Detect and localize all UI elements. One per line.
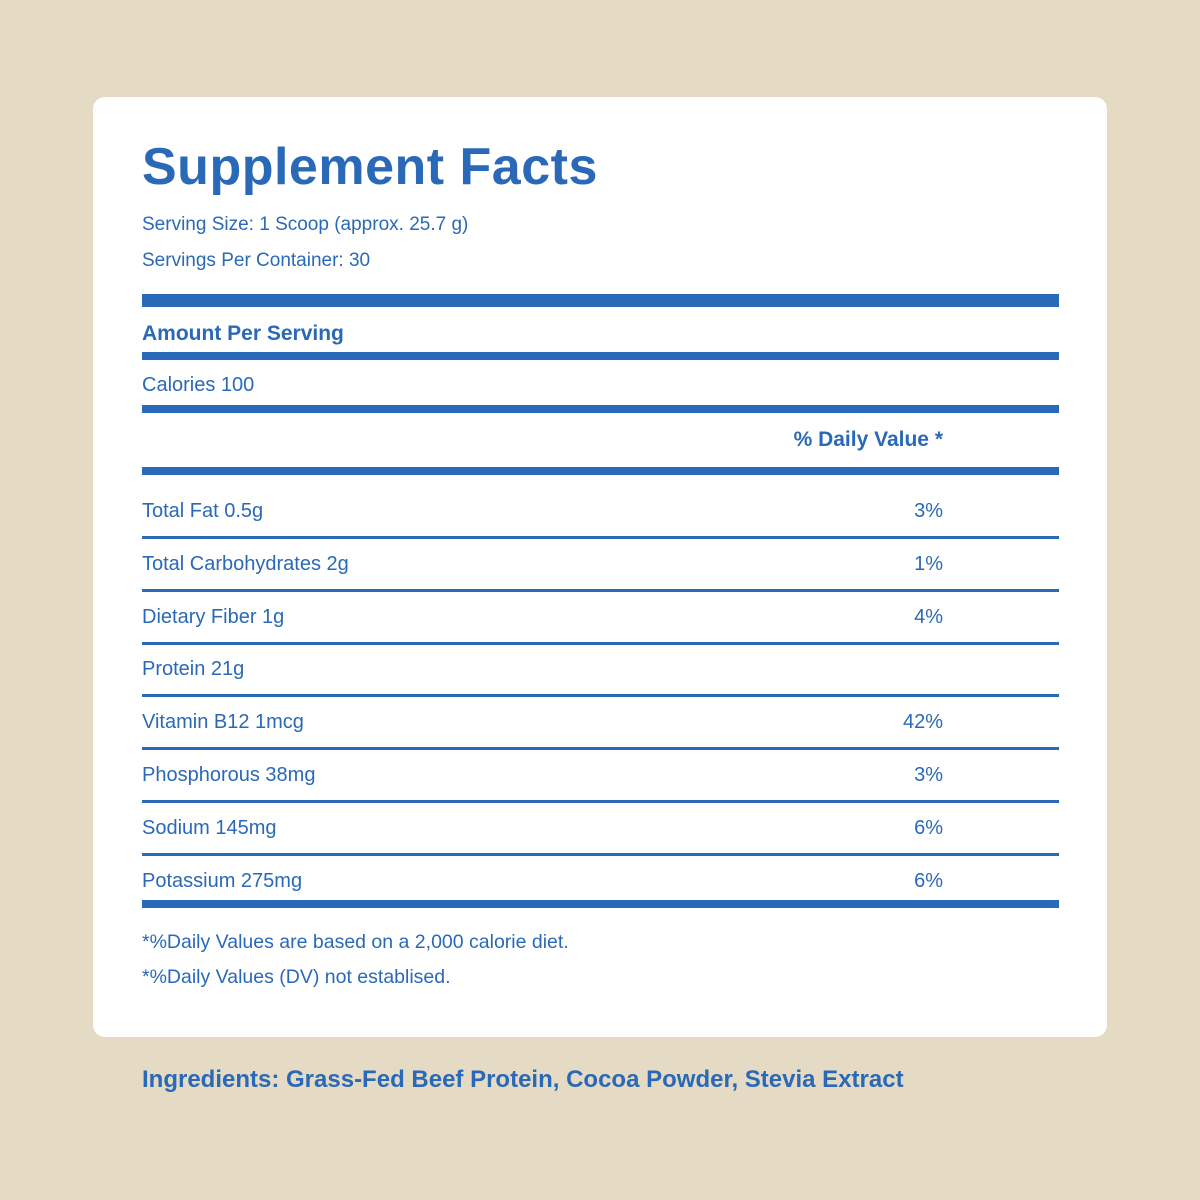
servings-per-container: Servings Per Container: 30 — [142, 250, 371, 271]
nutrient-daily-value: 3% — [914, 500, 943, 522]
row-divider — [142, 536, 1059, 539]
daily-value-header: % Daily Value * — [793, 428, 943, 451]
divider — [142, 467, 1059, 475]
row-divider — [142, 694, 1059, 697]
divider-thick — [142, 294, 1059, 307]
nutrient-daily-value: 4% — [914, 606, 943, 628]
row-divider — [142, 589, 1059, 592]
nutrient-name: Total Fat 0.5g — [142, 500, 264, 522]
nutrient-daily-value: 6% — [914, 817, 943, 839]
supplement-facts-panel: Supplement Facts Serving Size: 1 Scoop (… — [93, 97, 1107, 1037]
nutrient-daily-value: 42% — [902, 711, 943, 733]
footnote: *%Daily Values (DV) not establised. — [142, 966, 451, 988]
row-divider — [142, 853, 1059, 856]
row-divider — [142, 642, 1059, 645]
ingredients: Ingredients: Grass-Fed Beef Protein, Coc… — [142, 1066, 904, 1093]
nutrient-name: Dietary Fiber 1g — [142, 606, 285, 628]
row-divider — [142, 800, 1059, 803]
page-title: Supplement Facts — [142, 138, 598, 196]
nutrient-name: Phosphorous 38mg — [142, 764, 316, 786]
calories: Calories 100 — [142, 374, 255, 396]
footnote: *%Daily Values are based on a 2,000 calo… — [142, 931, 569, 953]
serving-size: Serving Size: 1 Scoop (approx. 25.7 g) — [142, 214, 469, 235]
nutrient-name: Protein 21g — [142, 658, 245, 680]
nutrient-name: Potassium 275mg — [142, 870, 303, 892]
divider — [142, 352, 1059, 360]
nutrient-daily-value: 3% — [914, 764, 943, 786]
nutrient-name: Vitamin B12 1mcg — [142, 711, 304, 733]
divider-bottom — [142, 900, 1059, 908]
nutrient-name: Total Carbohydrates 2g — [142, 553, 349, 575]
nutrient-daily-value: 6% — [914, 870, 943, 892]
amount-per-serving: Amount Per Serving — [142, 322, 344, 345]
divider — [142, 405, 1059, 413]
nutrient-name: Sodium 145mg — [142, 817, 277, 839]
row-divider — [142, 747, 1059, 750]
nutrient-daily-value: 1% — [914, 553, 943, 575]
